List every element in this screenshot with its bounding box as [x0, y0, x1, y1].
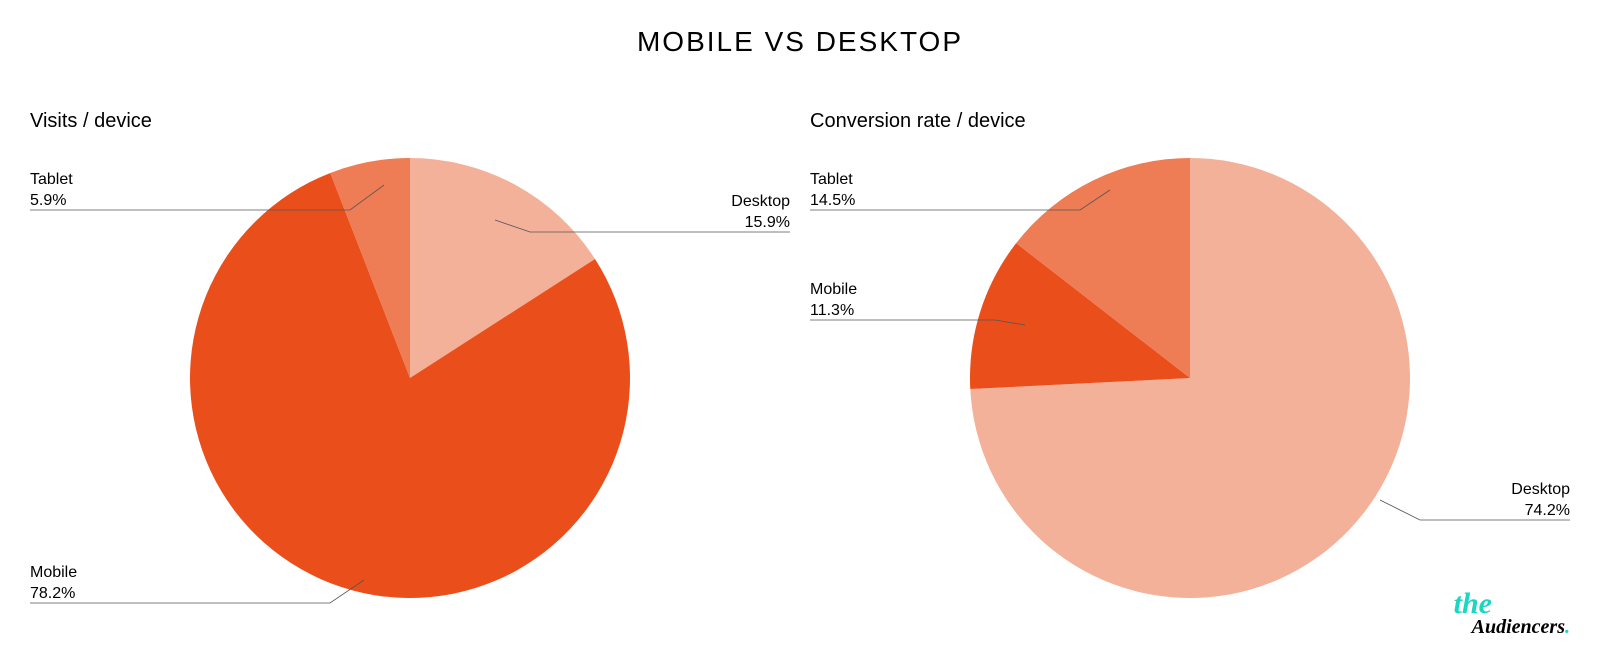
- label-visits-mobile-pct: 78.2%: [30, 584, 77, 605]
- label-visits-mobile-name: Mobile: [30, 563, 77, 584]
- label-visits-desktop: Desktop 15.9%: [731, 192, 790, 234]
- logo-the: the: [1454, 587, 1492, 620]
- label-visits-tablet: Tablet 5.9%: [30, 170, 73, 212]
- label-visits-tablet-name: Tablet: [30, 170, 73, 191]
- pie-wrap-conversion: [970, 158, 1410, 598]
- label-conv-tablet: Tablet 14.5%: [810, 170, 855, 212]
- pie-chart-conversion: [970, 158, 1410, 598]
- label-conv-desktop-pct: 74.2%: [1511, 501, 1570, 522]
- logo-rest: Audiencers: [1472, 616, 1565, 638]
- charts-row: Visits / device Desktop 15.9% Tablet 5.9…: [20, 110, 1580, 610]
- chart-panel-visits: Visits / device Desktop 15.9% Tablet 5.9…: [30, 110, 790, 610]
- logo-audiencers: Audiencers.: [1472, 620, 1570, 635]
- chart-panel-conversion: Conversion rate / device Tablet 14.5% Mo…: [810, 110, 1570, 610]
- label-visits-tablet-pct: 5.9%: [30, 191, 73, 212]
- main-title: MOBILE VS DESKTOP: [637, 26, 963, 58]
- panel-title-conversion: Conversion rate / device: [810, 110, 1026, 133]
- label-conv-tablet-pct: 14.5%: [810, 191, 855, 212]
- label-conv-mobile-pct: 11.3%: [810, 301, 857, 322]
- panel-title-visits: Visits / device: [30, 110, 152, 133]
- logo-the-audiencers: the Audiencers.: [1454, 593, 1570, 636]
- label-visits-mobile: Mobile 78.2%: [30, 563, 77, 605]
- label-conv-desktop: Desktop 74.2%: [1511, 480, 1570, 522]
- label-conv-mobile-name: Mobile: [810, 280, 857, 301]
- label-conv-desktop-name: Desktop: [1511, 480, 1570, 501]
- logo-dot: .: [1565, 616, 1570, 638]
- label-conv-mobile: Mobile 11.3%: [810, 280, 857, 322]
- pie-wrap-visits: [190, 158, 630, 598]
- page-root: MOBILE VS DESKTOP Visits / device Deskto…: [0, 0, 1600, 647]
- label-conv-tablet-name: Tablet: [810, 170, 855, 191]
- label-visits-desktop-name: Desktop: [731, 192, 790, 213]
- pie-chart-visits: [190, 158, 630, 598]
- label-visits-desktop-pct: 15.9%: [731, 213, 790, 234]
